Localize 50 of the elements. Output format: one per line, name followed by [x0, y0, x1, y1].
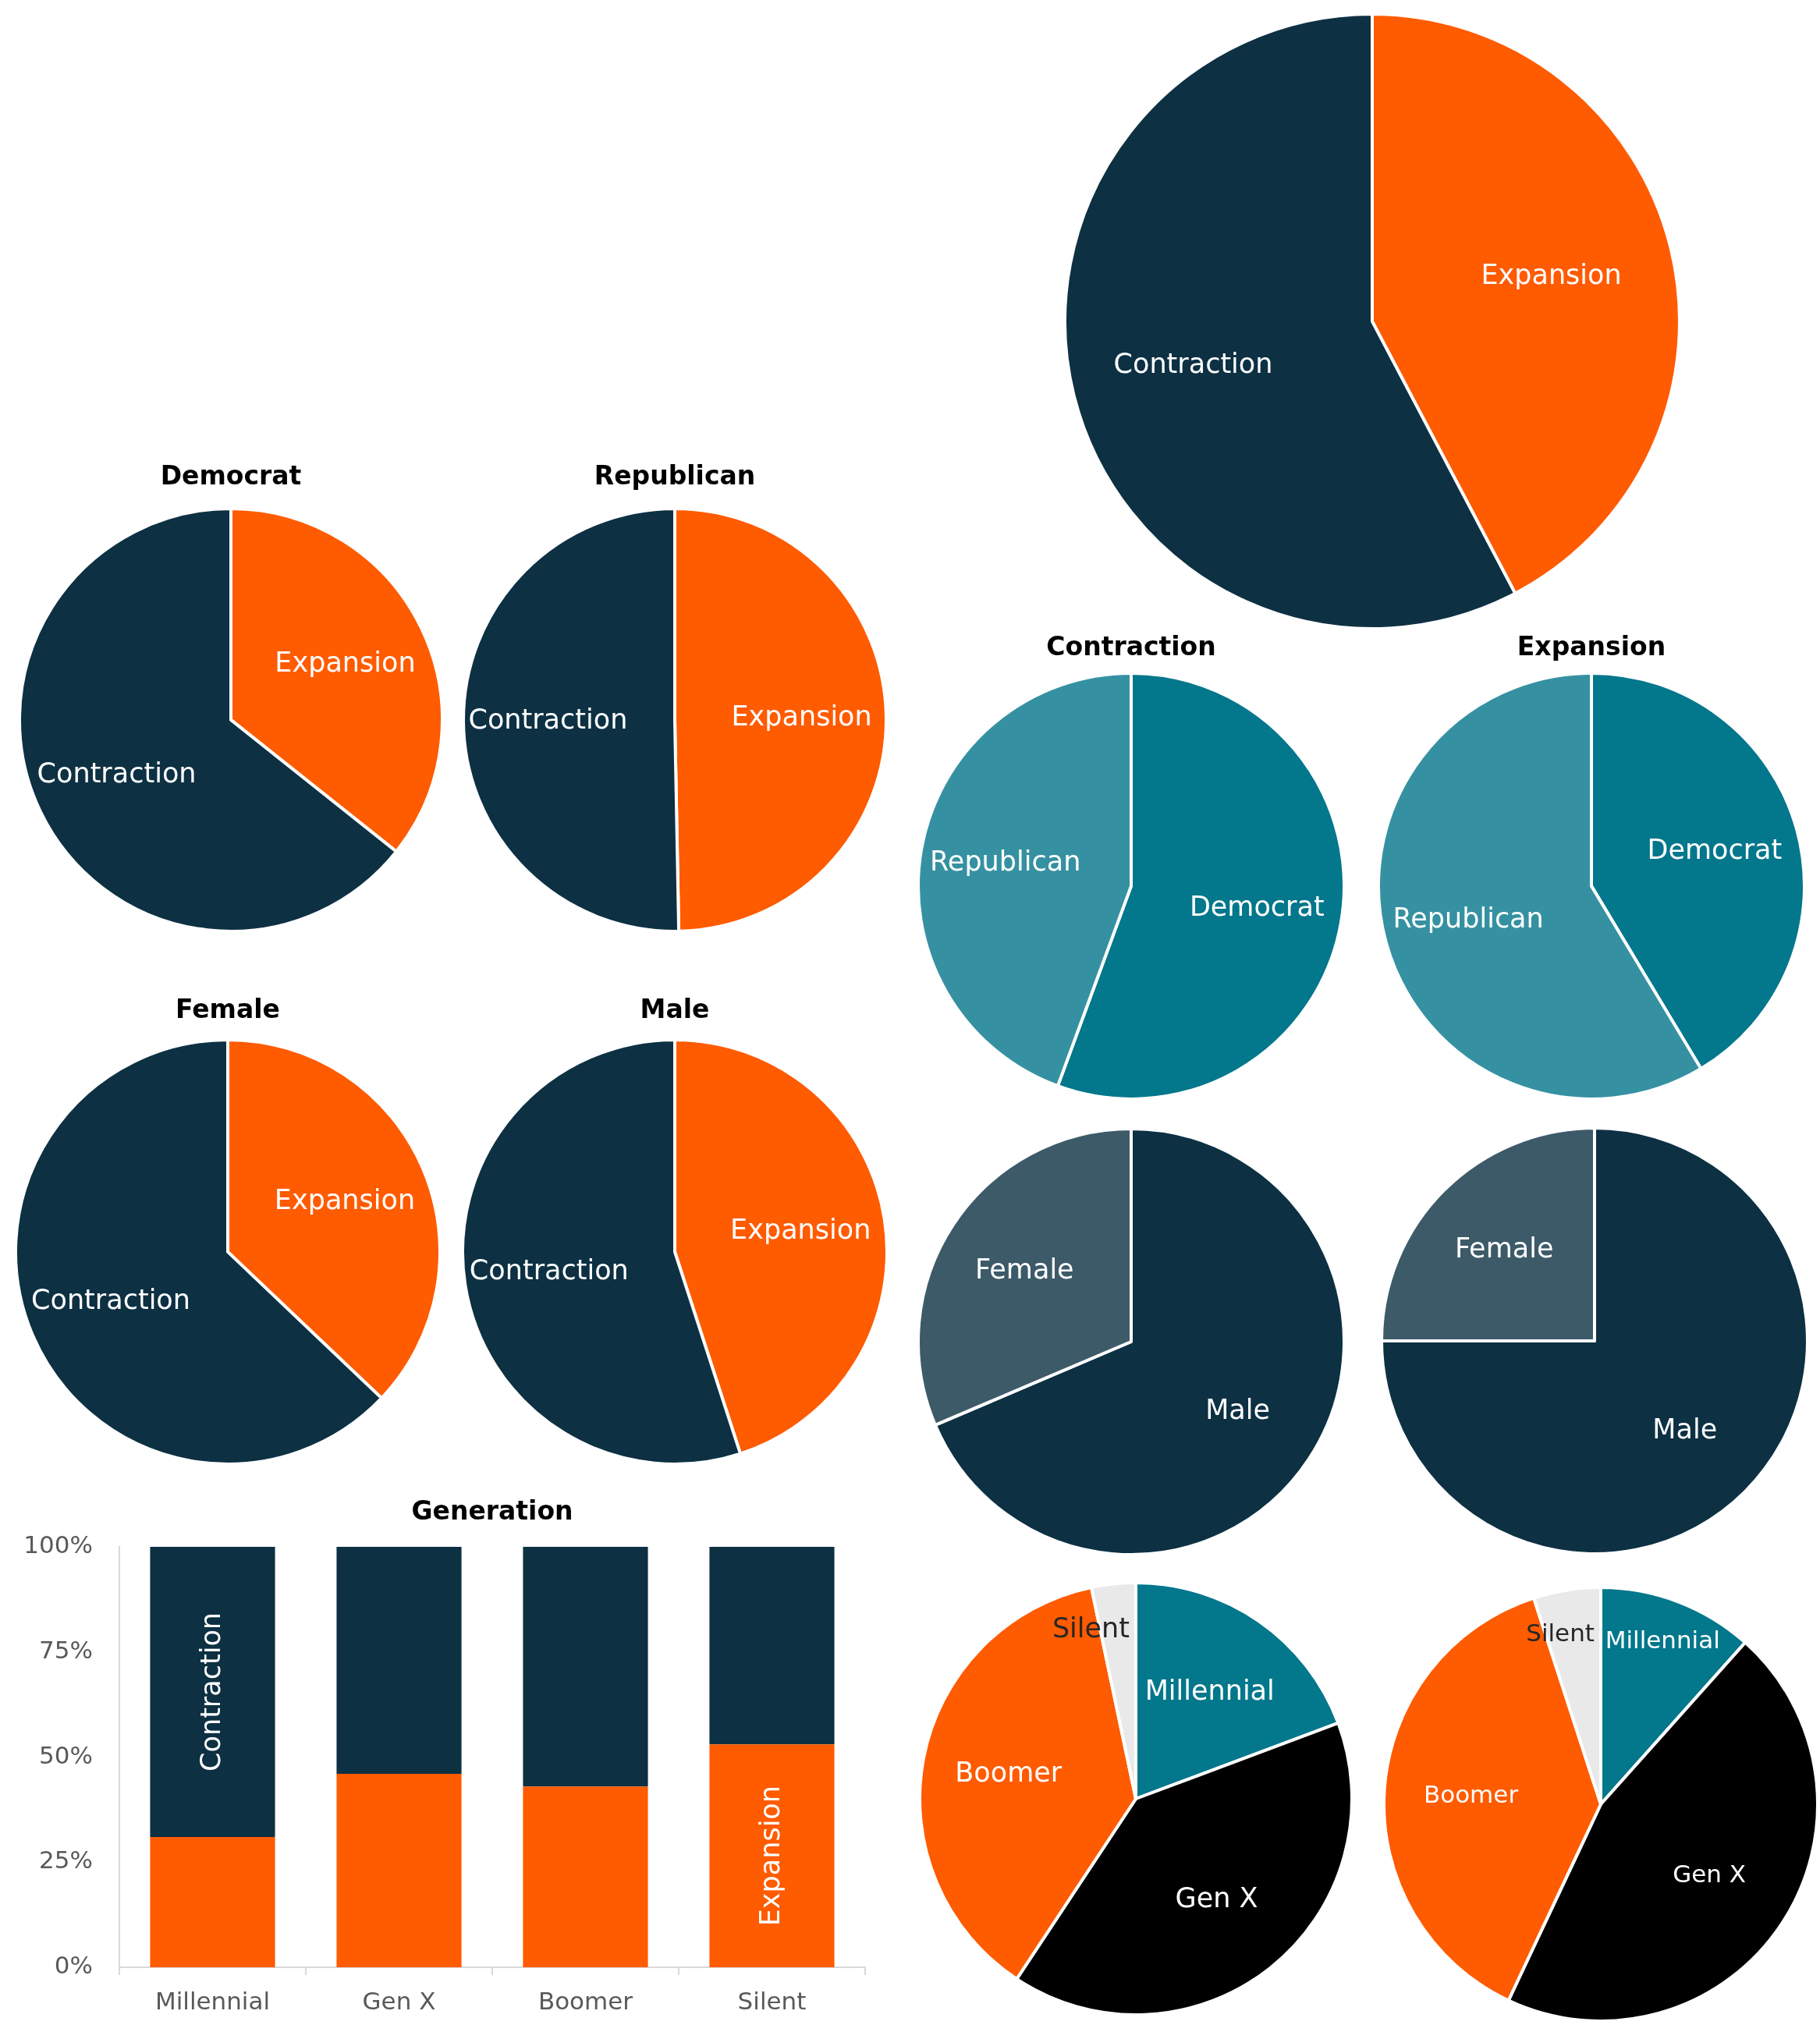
- bar: [709, 1744, 835, 1967]
- chart-title: Contraction: [1046, 631, 1216, 662]
- series-label: Contraction: [194, 1612, 226, 1771]
- slice-label: Boomer: [955, 1756, 1063, 1788]
- x-tick-label: Silent: [737, 1986, 807, 2015]
- slice-label: Millennial: [1605, 1626, 1720, 1654]
- x-tick-label: Gen X: [362, 1986, 436, 2015]
- chart-title: Male: [640, 994, 710, 1025]
- x-tick-label: Boomer: [537, 1986, 633, 2015]
- bar: [150, 1547, 275, 1837]
- slice-label: Republican: [930, 846, 1081, 878]
- series-label: Expansion: [754, 1786, 786, 1927]
- slice-label: Contraction: [37, 757, 197, 789]
- slice-label: Expansion: [731, 700, 872, 732]
- y-tick-label: 100%: [23, 1530, 93, 1559]
- slice-label: Contraction: [468, 703, 628, 735]
- slice-label: Democrat: [1647, 834, 1783, 866]
- slice-label: Male: [1205, 1394, 1271, 1426]
- y-tick-label: 50%: [39, 1740, 93, 1769]
- x-tick-label: Millennial: [154, 1986, 271, 2015]
- bar: [523, 1786, 648, 1967]
- slice-label: Expansion: [275, 647, 416, 679]
- slice-label: Republican: [1392, 902, 1544, 934]
- y-tick-label: 0%: [54, 1951, 93, 1980]
- slice-label: Contraction: [1113, 347, 1273, 379]
- bar: [523, 1547, 648, 1787]
- slice-label: Expansion: [274, 1183, 416, 1215]
- slice-label: Contraction: [31, 1284, 190, 1316]
- slice-label: Female: [975, 1253, 1074, 1285]
- bar: [150, 1836, 275, 1967]
- chart-title: Expansion: [1517, 631, 1666, 662]
- slice-label: Male: [1652, 1413, 1718, 1445]
- y-tick-label: 25%: [39, 1846, 93, 1874]
- slice-label: Female: [1454, 1232, 1554, 1264]
- slice-label: Democrat: [1189, 890, 1325, 922]
- slice-label: Expansion: [730, 1214, 871, 1246]
- chart-title: Republican: [594, 460, 756, 491]
- slice-label: Gen X: [1673, 1860, 1747, 1888]
- bar: [709, 1547, 835, 1745]
- chart-title: Generation: [411, 1495, 573, 1526]
- bar: [336, 1774, 462, 1967]
- slice-label: Contraction: [469, 1254, 629, 1286]
- slice-label: Millennial: [1144, 1674, 1275, 1706]
- chart-title: Democrat: [160, 460, 302, 491]
- y-tick-label: 75%: [39, 1635, 93, 1664]
- slice-label: Boomer: [1423, 1779, 1519, 1808]
- bar: [336, 1547, 462, 1775]
- slice-label: Gen X: [1175, 1882, 1258, 1914]
- slice-label: Expansion: [1481, 259, 1622, 291]
- chart-title: Female: [176, 994, 280, 1025]
